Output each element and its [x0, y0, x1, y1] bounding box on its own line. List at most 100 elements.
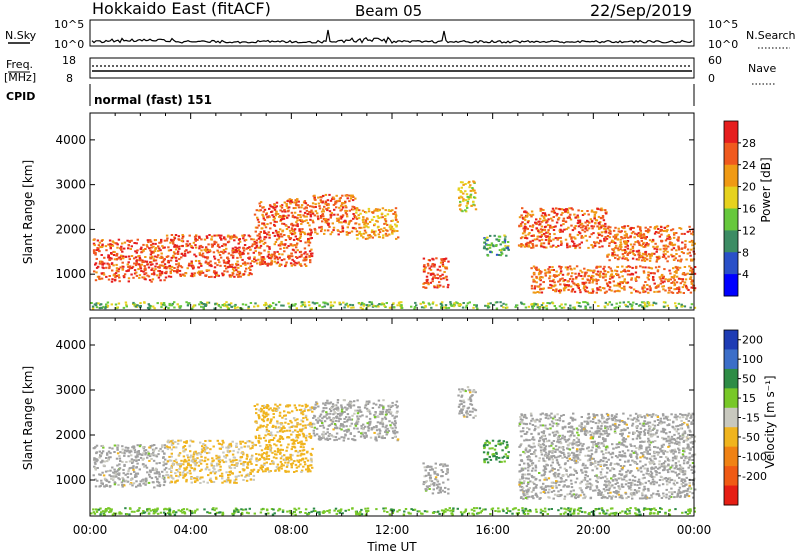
scatter-cell [626, 281, 630, 284]
scatter-cell [583, 212, 586, 215]
scatter-cell [252, 251, 255, 254]
scatter-cell [277, 237, 281, 240]
scatter-cell [642, 241, 645, 244]
scatter-cell [476, 307, 479, 310]
scatter-cell [183, 450, 186, 453]
scatter-cell [570, 268, 573, 271]
scatter-cell [257, 469, 260, 472]
scatter-cell [318, 205, 321, 208]
scatter-cell [289, 199, 292, 202]
scatter-cell [228, 445, 232, 448]
scatter-cell [329, 199, 333, 202]
scatter-cell [346, 226, 349, 229]
scatter-cell [635, 265, 638, 268]
scatter-cell [218, 254, 222, 256]
scatter-cell [564, 266, 568, 269]
scatter-cell [360, 410, 363, 413]
scatter-cell [135, 475, 138, 478]
scatter-cell [98, 450, 101, 453]
scatter-cell [272, 461, 275, 464]
scatter-cell [387, 209, 391, 212]
scatter-cell [201, 271, 205, 274]
scatter-cell [649, 266, 652, 269]
scatter-cell [690, 248, 693, 251]
scatter-cell [144, 483, 147, 486]
scatter-cell [155, 447, 158, 450]
scatter-cell [492, 244, 495, 247]
scatter-cell [149, 445, 152, 447]
scatter-cell [218, 458, 221, 461]
scatter-cell [431, 263, 434, 266]
scatter-cell [176, 268, 179, 271]
scatter-cell [672, 267, 675, 270]
scatter-cell [603, 305, 606, 308]
scatter-cell [572, 236, 576, 239]
scatter-cell [274, 469, 277, 472]
scatter-cell [133, 449, 137, 451]
scatter-cell [623, 268, 626, 271]
scatter-cell [427, 264, 430, 267]
scatter-cell [440, 307, 443, 309]
scatter-cell [644, 226, 647, 229]
scatter-cell [514, 306, 517, 309]
scatter-cell [555, 246, 558, 248]
scatter-cell [284, 418, 288, 420]
scatter-cell [644, 229, 648, 232]
scatter-cell [675, 249, 678, 252]
scatter-cell [459, 200, 462, 203]
scatter-cell [689, 276, 693, 279]
scatter-cell [227, 476, 230, 479]
scatter-cell [220, 238, 223, 241]
scatter-cell [222, 259, 226, 262]
scatter-cell [191, 274, 194, 277]
scatter-cell [303, 231, 306, 234]
scatter-cell [209, 260, 212, 263]
scatter-cell [361, 433, 364, 436]
scatter-cell [498, 254, 501, 256]
scatter-cell [591, 291, 594, 294]
scatter-cell [237, 448, 241, 451]
freq-tick-bottom: 8 [66, 72, 73, 85]
scatter-cell [441, 265, 445, 268]
scatter-cell [382, 405, 385, 408]
scatter-cell [634, 271, 638, 274]
scatter-cell [259, 244, 263, 247]
scatter-cell [436, 286, 439, 289]
scatter-cell [320, 228, 323, 231]
scatter-cell [544, 219, 547, 222]
scatter-cell [617, 230, 620, 233]
scatter-cell [384, 417, 388, 420]
scatter-cell [235, 251, 238, 254]
scatter-cell [142, 482, 145, 485]
scatter-cell [180, 252, 183, 255]
nsky-tick-bottom: 10^0 [54, 38, 84, 51]
scatter-cell [247, 440, 251, 443]
scatter-cell [280, 467, 283, 470]
scatter-cell [624, 257, 627, 260]
scatter-cell [676, 268, 680, 271]
scatter-cell [291, 430, 295, 433]
scatter-cell [215, 477, 218, 480]
scatter-cell [497, 239, 500, 242]
scatter-cell [457, 187, 461, 190]
scatter-cell [101, 482, 104, 485]
scatter-cell [99, 246, 102, 249]
scatter-cell [687, 289, 690, 291]
scatter-cell [318, 226, 321, 229]
scatter-cell [640, 237, 644, 239]
scatter-cell [265, 452, 268, 455]
scatter-cell [650, 254, 653, 257]
scatter-cell [552, 289, 555, 291]
scatter-cell [303, 461, 306, 463]
scatter-cell [260, 454, 263, 457]
scatter-cell [120, 254, 123, 257]
scatter-cell [157, 266, 161, 268]
scatter-cell [567, 284, 571, 287]
scatter-cell [260, 227, 263, 230]
scatter-cell [147, 454, 150, 457]
scatter-cell [642, 291, 645, 294]
scatter-cell [172, 242, 175, 245]
scatter-cell [229, 460, 233, 463]
nsearch-label: N.Search [746, 29, 796, 42]
scatter-cell [600, 207, 603, 210]
